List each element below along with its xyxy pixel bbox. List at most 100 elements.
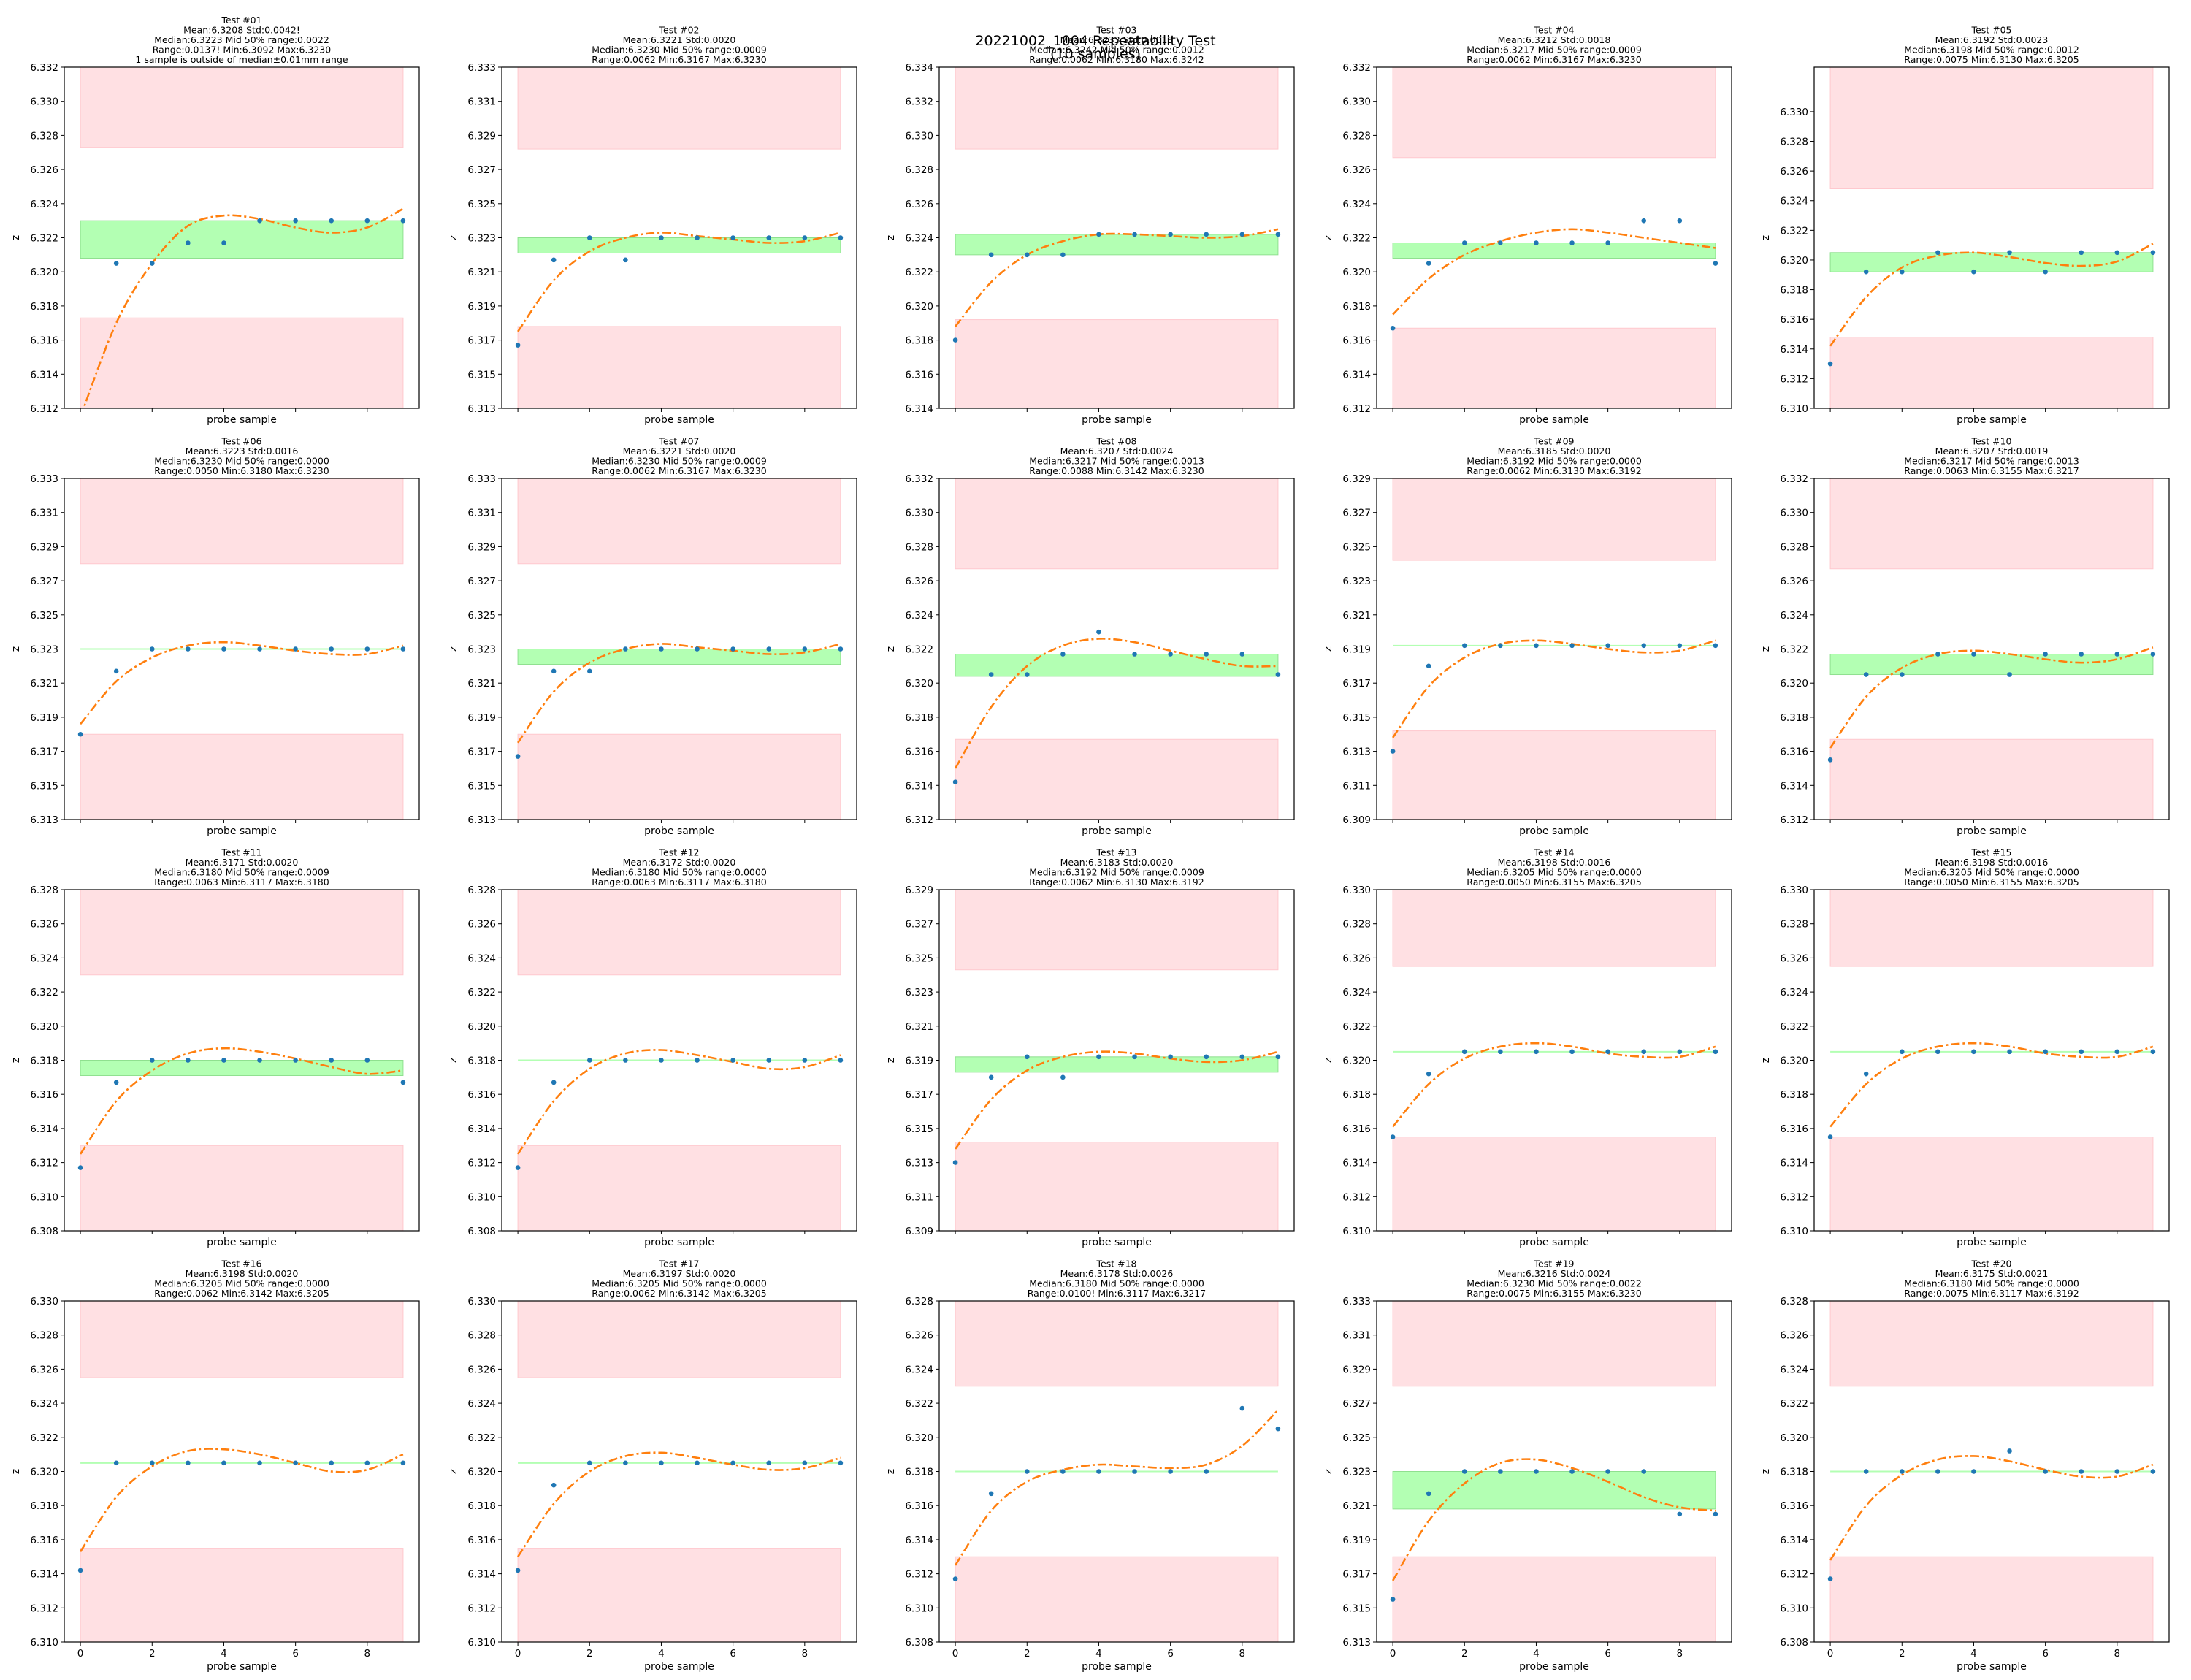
data-point bbox=[1863, 1469, 1869, 1474]
axes-frame bbox=[1813, 66, 2170, 409]
ytick-label: 6.317 bbox=[1342, 1569, 1371, 1581]
ytick-label: 6.329 bbox=[1342, 473, 1371, 485]
upper-limit-band bbox=[1392, 1301, 1716, 1387]
lower-limit-band bbox=[1829, 738, 2154, 820]
ytick-label: 6.310 bbox=[30, 1637, 58, 1649]
data-point bbox=[1060, 652, 1066, 657]
ytick-label: 6.314 bbox=[467, 1123, 496, 1135]
ytick-label: 6.314 bbox=[1342, 1158, 1371, 1169]
data-point bbox=[1569, 1469, 1575, 1474]
data-point bbox=[1168, 652, 1173, 657]
subplot-title-line: Range:0.0062 Min:6.3142 Max:6.3205 bbox=[592, 1288, 766, 1299]
data-point bbox=[2114, 250, 2120, 256]
fit-curve bbox=[80, 641, 404, 725]
x-axis-label: probe sample bbox=[1082, 414, 1152, 426]
data-point bbox=[78, 454, 83, 459]
x-axis-label: probe sample bbox=[1082, 1237, 1152, 1248]
ytick-label: 6.308 bbox=[905, 1637, 933, 1649]
ytick-label: 6.324 bbox=[467, 1398, 496, 1410]
ytick-label: 6.331 bbox=[467, 508, 496, 519]
data-point bbox=[988, 1074, 994, 1080]
subplot-title-line: Range:0.0050 Min:6.3180 Max:6.3230 bbox=[154, 465, 329, 476]
fit-curve bbox=[954, 638, 1278, 769]
data-point bbox=[1713, 1511, 1718, 1517]
ytick-label: 6.321 bbox=[467, 678, 496, 690]
upper-limit-band bbox=[517, 478, 841, 565]
ytick-label: 6.322 bbox=[905, 267, 933, 278]
data-point bbox=[2007, 1049, 2012, 1055]
lower-limit-band bbox=[1829, 1556, 2154, 1642]
x-axis-label: probe sample bbox=[1957, 825, 2027, 837]
ytick-label: 6.310 bbox=[905, 1603, 933, 1614]
data-point bbox=[1168, 232, 1173, 237]
lower-limit-band bbox=[1392, 327, 1716, 408]
data-point bbox=[1935, 250, 1940, 256]
upper-limit-band bbox=[1829, 478, 2154, 570]
data-point bbox=[77, 1568, 83, 1573]
subplot-title-line: Range:0.0062 Min:6.3167 Max:6.3230 bbox=[592, 465, 766, 476]
subplot-20: 6.308 6.310 6.312 6.314 6.316 6.318 6.320 6.322… bbox=[1760, 1259, 2170, 1673]
data-point bbox=[659, 1460, 664, 1466]
ytick-label: 6.333 bbox=[30, 473, 58, 485]
data-point bbox=[766, 1058, 772, 1063]
subplot-title-line: 1 sample is outside of median±0.01mm ran… bbox=[135, 54, 348, 65]
data-point bbox=[221, 646, 226, 652]
ytick-label: 6.330 bbox=[1780, 508, 1808, 519]
xtick-label: 4 bbox=[658, 1648, 665, 1660]
ytick-label: 6.328 bbox=[905, 541, 933, 553]
subplot-title-line: Test #05 bbox=[1971, 25, 2012, 36]
ytick-label: 6.316 bbox=[1780, 1500, 1808, 1512]
subplot-title-line: Test #20 bbox=[1971, 1259, 2012, 1269]
subplot-title-line: Median:6.3242 Mid 50% range:0.0012 bbox=[1029, 45, 1204, 56]
subplot-title-line: Median:6.3192 Mid 50% range:0.0000 bbox=[1467, 456, 1642, 467]
subplot-title-line: Mean:6.3197 Std:0.0020 bbox=[623, 1268, 736, 1279]
ytick-label: 6.316 bbox=[30, 1089, 58, 1101]
data-point bbox=[515, 343, 521, 348]
subplot-9: 6.309 6.311 6.313 6.315 6.317 6.319 6.321 6.323… bbox=[1323, 436, 1732, 837]
data-point bbox=[623, 257, 628, 263]
data-point bbox=[77, 731, 83, 737]
upper-limit-band bbox=[80, 890, 404, 976]
subplot-title-line: Median:6.3192 Mid 50% range:0.0009 bbox=[1029, 867, 1204, 878]
data-point bbox=[2079, 652, 2084, 657]
xtick-label: 8 bbox=[802, 1648, 808, 1660]
ytick-label: 6.310 bbox=[1342, 1226, 1371, 1237]
subplot-title-line: Range:0.0062 Min:6.3167 Max:6.3230 bbox=[592, 54, 766, 65]
ytick-label: 6.324 bbox=[467, 952, 496, 964]
ytick-label: 6.322 bbox=[1780, 644, 1808, 656]
ytick-label: 6.311 bbox=[1342, 780, 1371, 792]
ytick-label: 6.318 bbox=[30, 301, 58, 313]
data-point bbox=[400, 1080, 406, 1085]
data-point bbox=[1569, 240, 1575, 245]
data-point bbox=[551, 1482, 557, 1488]
data-point bbox=[1713, 643, 1718, 649]
figure-suptitle: 20221002_1004 Repeatability Test bbox=[975, 33, 1215, 49]
subplot-title-line: Mean:6.3185 Std:0.0020 bbox=[1498, 446, 1611, 457]
data-point bbox=[2007, 1448, 2012, 1454]
data-point bbox=[1713, 1049, 1718, 1055]
data-point bbox=[1168, 1054, 1173, 1060]
ytick-label: 6.314 bbox=[30, 1569, 58, 1581]
ytick-label: 6.327 bbox=[30, 576, 58, 587]
ytick-label: 6.314 bbox=[1780, 1158, 1808, 1169]
subplot-title-line: Mean:6.3171 Std:0.0020 bbox=[186, 857, 299, 868]
data-point bbox=[2043, 1049, 2048, 1055]
fit-curve bbox=[517, 1049, 841, 1155]
fit-curve bbox=[1392, 228, 1716, 316]
data-point bbox=[730, 1058, 735, 1063]
ytick-label: 6.315 bbox=[1342, 712, 1371, 724]
ytick-label: 6.326 bbox=[905, 1330, 933, 1342]
x-axis-label: probe sample bbox=[1957, 1661, 2027, 1673]
ytick-label: 6.327 bbox=[467, 576, 496, 587]
subplot-title-line: Test #19 bbox=[1534, 1259, 1575, 1269]
ytick-label: 6.313 bbox=[1342, 1637, 1371, 1649]
ytick-label: 6.324 bbox=[1780, 610, 1808, 622]
ytick-label: 6.312 bbox=[467, 1158, 496, 1169]
ytick-label: 6.316 bbox=[30, 1535, 58, 1546]
data-point bbox=[149, 1058, 155, 1063]
x-axis-label: probe sample bbox=[644, 414, 714, 426]
mid50-band bbox=[517, 237, 841, 254]
subplot-title-line: Mean:6.3216 Std:0.0024 bbox=[1498, 1268, 1611, 1279]
data-point bbox=[1899, 1049, 1905, 1055]
ytick-label: 6.333 bbox=[1342, 1296, 1371, 1307]
